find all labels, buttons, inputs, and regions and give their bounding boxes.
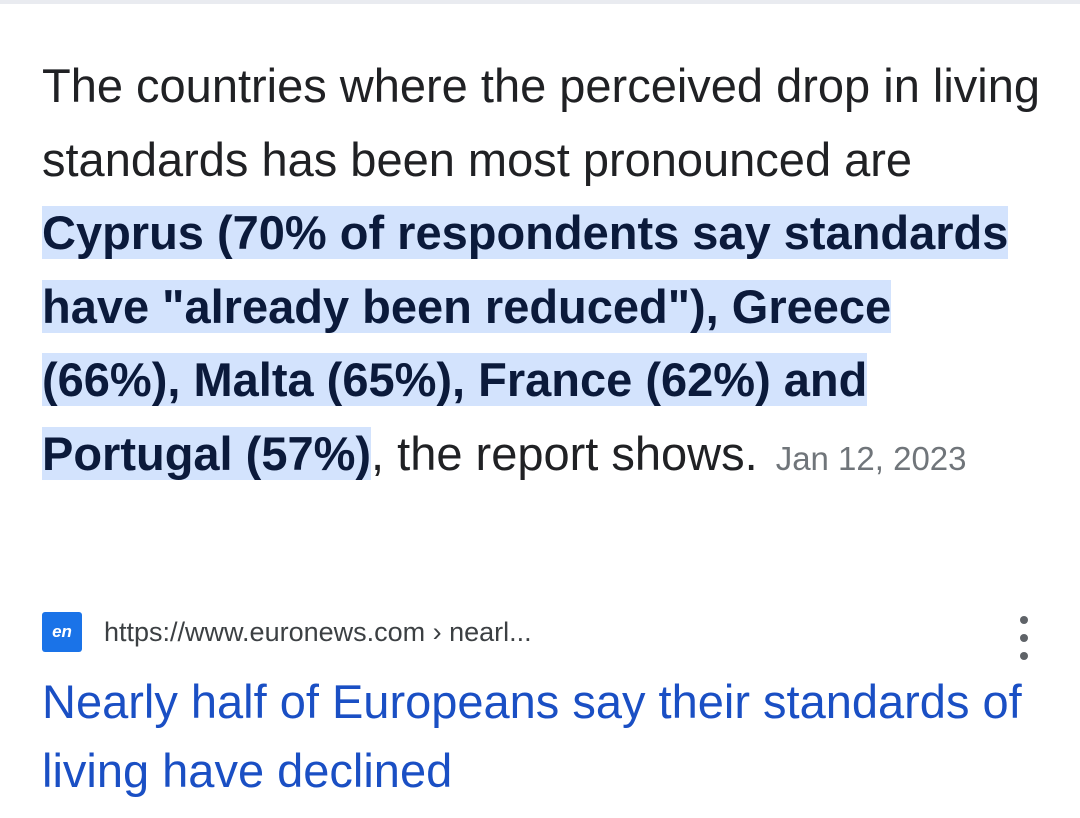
more-vert-icon-dot-1 <box>1020 616 1028 624</box>
featured-snippet-text: The countries where the perceived drop i… <box>42 49 1042 495</box>
site-favicon-icon: en <box>42 612 82 652</box>
more-vert-icon-dot-3 <box>1020 652 1028 660</box>
top-divider <box>0 0 1080 4</box>
result-url[interactable]: https://www.euronews.com › nearl... <box>104 616 532 647</box>
snippet-date: Jan 12, 2023 <box>775 439 967 477</box>
result-title-link[interactable]: Nearly half of Europeans say their stand… <box>42 675 1022 797</box>
more-options-button[interactable] <box>1004 616 1044 660</box>
snippet-text-before: The countries where the perceived drop i… <box>42 59 1040 186</box>
snippet-text-after: , the report shows. <box>371 426 758 480</box>
more-vert-icon-dot-2 <box>1020 634 1028 642</box>
result-source[interactable]: en https://www.euronews.com › nearl... <box>42 612 1042 652</box>
